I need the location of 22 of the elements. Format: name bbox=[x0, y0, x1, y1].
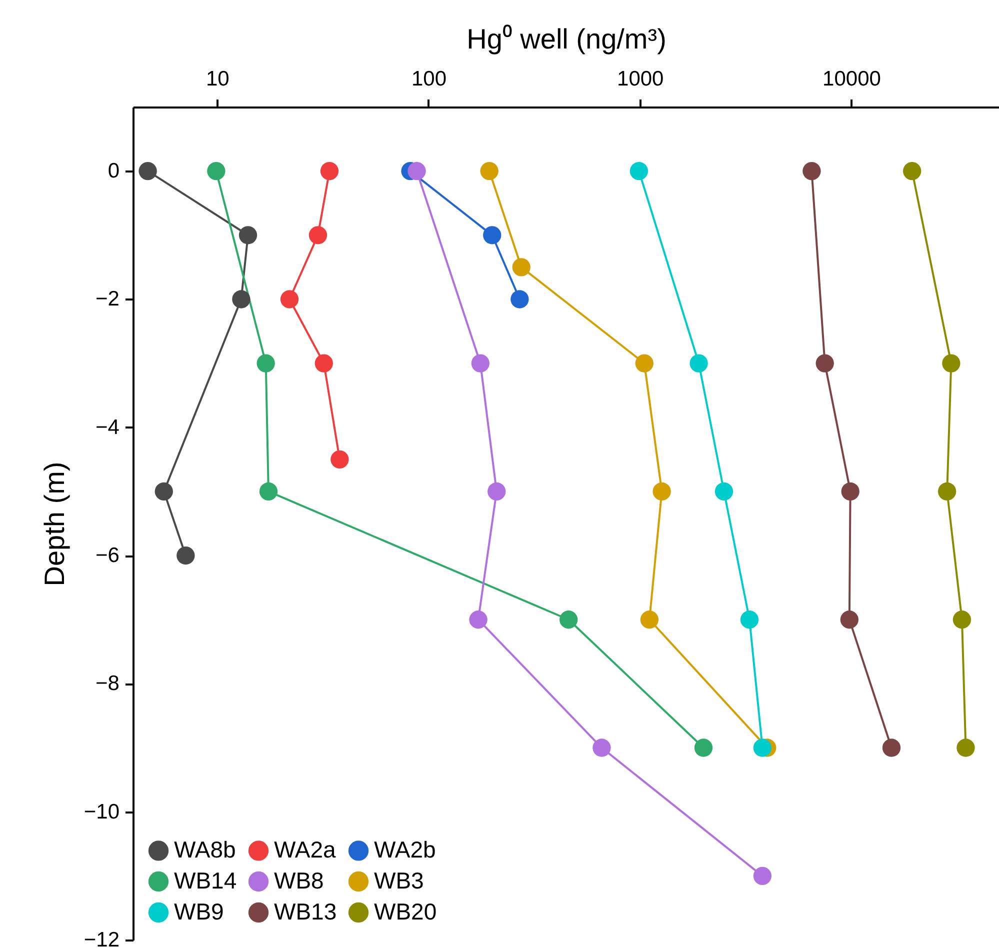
legend-label: WA2b bbox=[374, 836, 436, 863]
legend-label: WB14 bbox=[174, 868, 237, 894]
y-tick-label: −10 bbox=[84, 800, 120, 824]
x-tick-label: 10 bbox=[206, 68, 230, 90]
y-tick-label: 0 bbox=[108, 160, 120, 183]
legend-label: WB13 bbox=[274, 898, 337, 924]
legend-label: WA8b bbox=[174, 836, 236, 863]
x-tick-label: 1000 bbox=[617, 68, 664, 90]
y-tick-label: −12 bbox=[84, 928, 120, 952]
y-tick-label: −4 bbox=[96, 416, 120, 439]
y-tick-label: −6 bbox=[96, 544, 120, 568]
x-tick-label: 10000 bbox=[822, 68, 881, 90]
y-axis-title: Depth (m) bbox=[38, 462, 70, 586]
legend-label: WB20 bbox=[374, 898, 437, 924]
y-tick-label: −8 bbox=[96, 672, 120, 696]
x-axis-title: Hg⁰ well (ng/m³) bbox=[466, 24, 666, 54]
x-tick-label: 100 bbox=[411, 68, 447, 90]
y-tick-label: −2 bbox=[96, 288, 120, 311]
legend-label: WB8 bbox=[274, 868, 324, 894]
legend-label: WB9 bbox=[174, 898, 224, 924]
legend-label: WB3 bbox=[374, 868, 424, 894]
legend-label: WA2a bbox=[274, 836, 336, 863]
